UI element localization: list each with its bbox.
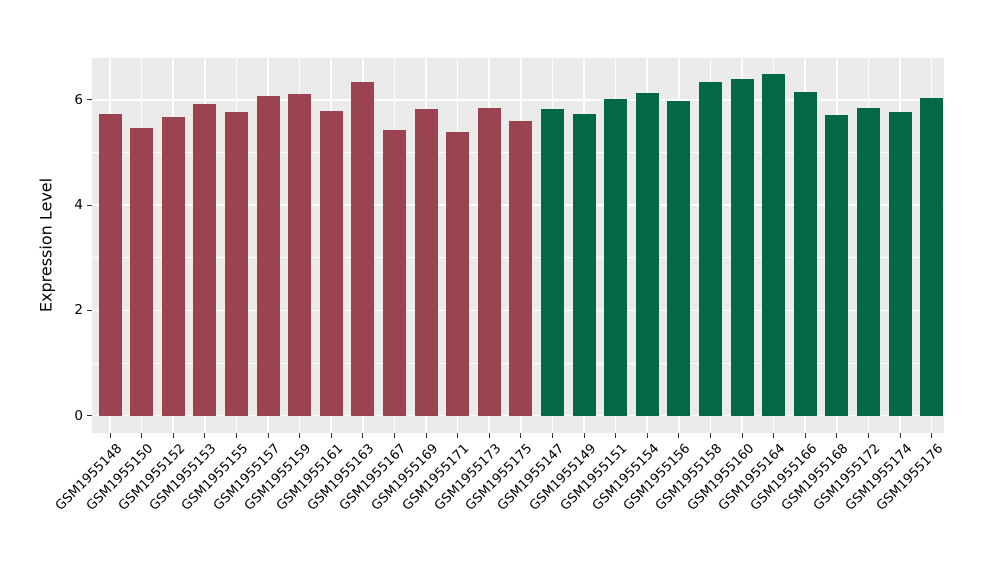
- bar-GSM1955149: [572, 114, 596, 416]
- x-tick-mark: [773, 433, 775, 438]
- bar-GSM1955161: [319, 111, 343, 416]
- x-tick-mark: [141, 433, 143, 438]
- x-tick-mark: [899, 433, 901, 438]
- bar-GSM1955150: [130, 128, 154, 416]
- y-tick-mark: [87, 204, 92, 206]
- bar-GSM1955147: [540, 108, 564, 416]
- bar-GSM1955148: [98, 113, 122, 416]
- x-tick-mark: [615, 433, 617, 438]
- y-tick-label: 2: [74, 302, 83, 319]
- bar-GSM1955152: [161, 116, 185, 416]
- major-gridline: [92, 99, 944, 101]
- x-tick-mark: [299, 433, 301, 438]
- x-tick-mark: [457, 433, 459, 438]
- x-tick-mark: [804, 433, 806, 438]
- bar-GSM1955157: [256, 95, 280, 416]
- x-tick-mark: [393, 433, 395, 438]
- x-tick-mark: [741, 433, 743, 438]
- bar-GSM1955171: [446, 132, 470, 416]
- bar-GSM1955160: [730, 78, 754, 416]
- x-tick-mark: [267, 433, 269, 438]
- bar-GSM1955155: [224, 111, 248, 416]
- bar-GSM1955167: [382, 129, 406, 416]
- bar-GSM1955173: [477, 107, 501, 416]
- bar-GSM1955174: [888, 112, 912, 416]
- bar-GSM1955166: [793, 91, 817, 416]
- x-tick-mark: [109, 433, 111, 438]
- y-tick-mark: [87, 415, 92, 417]
- x-tick-mark: [646, 433, 648, 438]
- x-tick-mark: [583, 433, 585, 438]
- y-tick-label: 4: [74, 197, 83, 214]
- x-tick-mark: [425, 433, 427, 438]
- y-tick-label: 0: [74, 407, 83, 424]
- x-tick-mark: [235, 433, 237, 438]
- bar-GSM1955156: [667, 100, 691, 416]
- x-tick-mark: [204, 433, 206, 438]
- bar-GSM1955154: [635, 92, 659, 416]
- bar-GSM1955168: [825, 115, 849, 416]
- x-tick-mark: [488, 433, 490, 438]
- y-tick-mark: [87, 99, 92, 101]
- x-tick-mark: [678, 433, 680, 438]
- plot-panel: [92, 58, 944, 433]
- bar-GSM1955151: [604, 98, 628, 416]
- x-tick-mark: [551, 433, 553, 438]
- x-tick-mark: [931, 433, 933, 438]
- bar-GSM1955169: [414, 109, 438, 416]
- x-tick-mark: [172, 433, 174, 438]
- x-tick-mark: [520, 433, 522, 438]
- x-tick-mark: [836, 433, 838, 438]
- bar-GSM1955159: [288, 93, 312, 416]
- bar-GSM1955172: [856, 107, 880, 416]
- bar-GSM1955163: [351, 82, 375, 416]
- y-tick-mark: [87, 309, 92, 311]
- y-tick-label: 6: [74, 91, 83, 108]
- bar-GSM1955164: [762, 74, 786, 416]
- x-tick-mark: [362, 433, 364, 438]
- x-tick-mark: [709, 433, 711, 438]
- bar-GSM1955158: [698, 81, 722, 416]
- bar-GSM1955176: [920, 98, 944, 416]
- x-tick-mark: [330, 433, 332, 438]
- x-tick-mark: [867, 433, 869, 438]
- bar-GSM1955175: [509, 121, 533, 416]
- bar-GSM1955153: [193, 104, 217, 416]
